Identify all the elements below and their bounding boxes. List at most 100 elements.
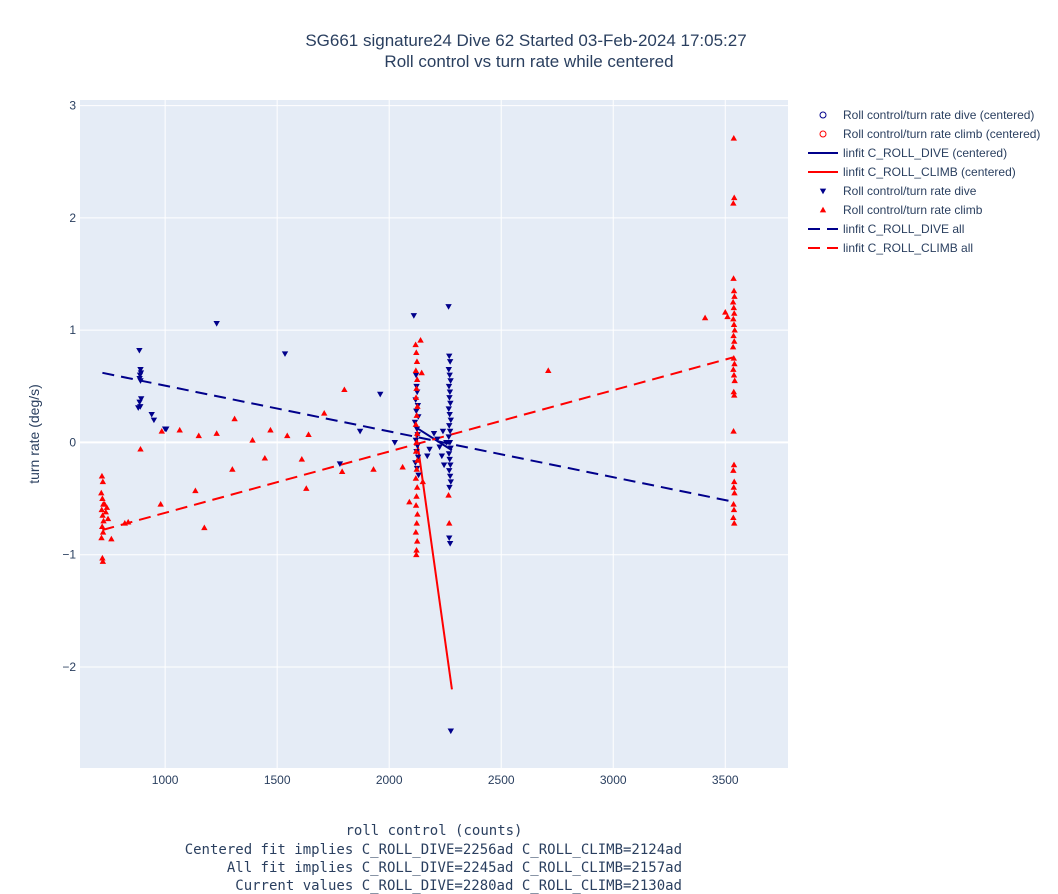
data-point <box>99 512 106 518</box>
x-tick-label: 1500 <box>264 773 291 787</box>
data-point <box>436 444 443 451</box>
legend-item[interactable]: Roll control/turn rate climb <box>819 203 983 217</box>
data-point <box>730 134 737 141</box>
data-point <box>413 385 420 391</box>
data-point <box>701 314 709 321</box>
y-tick-label: 1 <box>69 323 76 337</box>
data-point <box>446 440 454 446</box>
data-point <box>136 372 144 379</box>
data-point <box>424 453 431 460</box>
legend-item[interactable]: linfit C_ROLL_CLIMB (centered) <box>808 165 1016 179</box>
legend-item[interactable]: linfit C_ROLL_CLIMB all <box>808 241 973 255</box>
x-axis-note-all-fit: All fit implies C_ROLL_DIVE=2245ad C_ROL… <box>227 860 682 876</box>
data-point <box>729 343 737 350</box>
legend-marker-swatch <box>819 130 827 138</box>
data-point <box>99 495 106 501</box>
x-axis-note-centered-fit: Centered fit implies C_ROLL_DIVE=2256ad … <box>185 842 682 858</box>
data-point <box>730 304 737 311</box>
data-point <box>102 508 109 515</box>
legend-item[interactable]: Roll control/turn rate dive <box>819 184 977 198</box>
data-point <box>730 506 738 513</box>
data-point <box>445 451 453 457</box>
data-point <box>413 376 421 382</box>
data-point <box>163 426 170 433</box>
chart-title-line-1: SG661 signature24 Dive 62 Started 03-Feb… <box>305 31 746 50</box>
data-point <box>412 421 420 427</box>
data-point <box>411 419 419 426</box>
data-point <box>99 529 107 535</box>
x-tick-label: 1000 <box>152 773 179 787</box>
legend-marker-swatch <box>819 188 827 195</box>
legend-label: linfit C_ROLL_CLIMB all <box>843 241 973 255</box>
x-tick-label: 2000 <box>376 773 403 787</box>
data-point <box>730 332 737 339</box>
data-point <box>730 427 737 434</box>
data-point <box>150 417 158 424</box>
legend-label: linfit C_ROLL_DIVE (centered) <box>843 146 1007 160</box>
data-point <box>446 359 454 365</box>
data-point <box>447 445 454 452</box>
grid <box>80 100 788 768</box>
data-point <box>410 313 418 319</box>
data-point <box>100 517 107 524</box>
data-point <box>412 448 420 454</box>
data-point <box>338 468 346 475</box>
data-point <box>731 377 738 384</box>
data-point <box>305 431 312 437</box>
x-tick-label: 3000 <box>600 773 627 787</box>
data-point <box>730 275 737 281</box>
data-point <box>414 457 421 463</box>
legend-item[interactable]: linfit C_ROLL_DIVE (centered) <box>808 146 1007 160</box>
data-point <box>249 436 256 443</box>
chart-title-line-2: Roll control vs turn rate while centered <box>384 52 673 71</box>
data-point <box>413 412 420 418</box>
data-point <box>446 428 454 435</box>
legend-label: Roll control/turn rate climb (centered) <box>843 127 1040 141</box>
legend-label: Roll control/turn rate dive (centered) <box>843 108 1034 122</box>
legend-item[interactable]: linfit C_ROLL_DIVE all <box>808 222 964 236</box>
data-point <box>341 386 348 393</box>
data-point <box>729 298 737 305</box>
data-point <box>412 502 420 508</box>
legend-item[interactable]: Roll control/turn rate climb (centered) <box>819 127 1040 141</box>
data-point <box>124 518 132 525</box>
data-point <box>99 478 107 485</box>
data-point <box>731 489 738 496</box>
data-point <box>101 500 108 507</box>
data-point <box>413 546 420 553</box>
data-point <box>261 454 269 461</box>
data-point <box>99 554 106 561</box>
data-markers <box>98 134 738 735</box>
data-point <box>98 472 106 479</box>
data-point <box>722 308 729 315</box>
data-point <box>370 466 377 472</box>
data-point <box>413 439 420 445</box>
data-point <box>98 489 105 496</box>
data-point <box>731 326 738 333</box>
data-point <box>730 467 737 473</box>
data-point <box>545 367 552 373</box>
data-point <box>418 369 425 376</box>
data-point <box>439 428 447 435</box>
legend-item[interactable]: Roll control/turn rate dive (centered) <box>819 108 1034 122</box>
data-point <box>446 541 454 547</box>
data-point <box>413 466 420 472</box>
data-point <box>284 432 291 439</box>
data-point <box>447 479 455 485</box>
data-point <box>413 551 420 558</box>
data-point <box>446 456 453 463</box>
data-point <box>446 389 454 396</box>
y-axis-label: turn rate (deg/s) <box>26 384 42 484</box>
data-point <box>445 434 452 441</box>
data-point <box>426 446 433 453</box>
data-point <box>446 468 453 474</box>
data-point <box>447 462 454 469</box>
legend[interactable]: Roll control/turn rate dive (centered) Ro… <box>808 108 1040 255</box>
data-point <box>730 461 738 468</box>
data-point <box>281 351 289 357</box>
data-point <box>445 383 453 390</box>
data-point <box>195 432 202 439</box>
data-point <box>446 520 453 526</box>
data-point <box>201 524 208 531</box>
data-point <box>730 366 737 372</box>
